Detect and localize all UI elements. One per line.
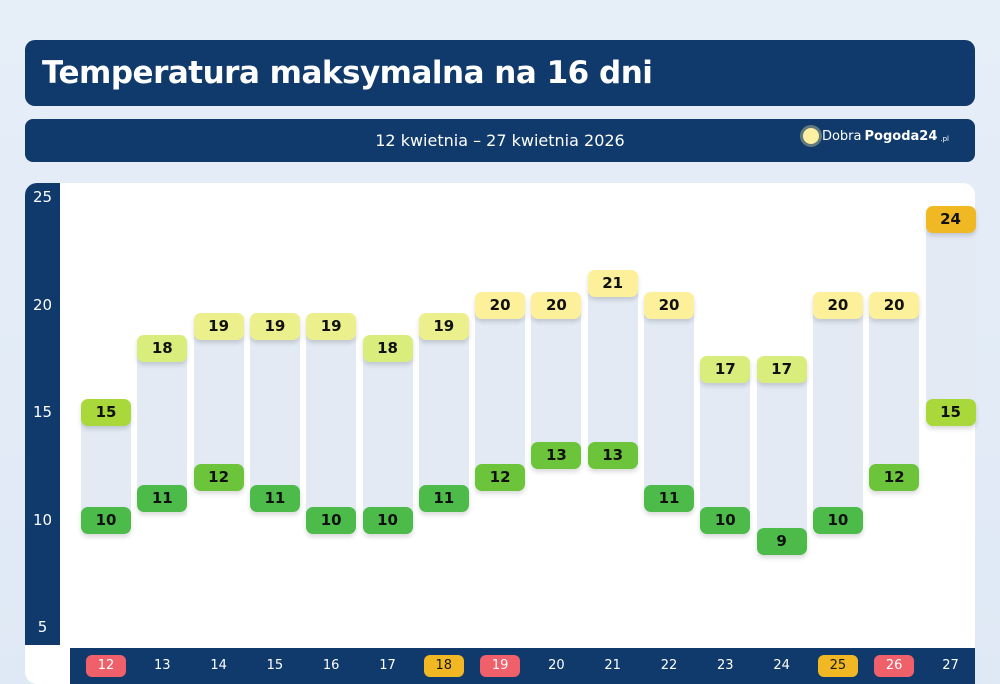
high-temp-label: 19 — [193, 313, 244, 340]
x-tick-day: 23 — [717, 658, 734, 673]
sun-icon — [802, 128, 819, 144]
low-temp-label: 11 — [137, 485, 188, 512]
low-temp-label: 10 — [81, 506, 131, 534]
subtitle-bar: 12 kwietnia – 27 kwietnia 2026 Dobra Pogo… — [25, 119, 975, 162]
high-temp-label: 18 — [137, 334, 188, 362]
low-temp-label: 11 — [644, 485, 694, 512]
logo-text-2: Pogoda24 — [864, 128, 938, 144]
page-title: Temperatura maksymalna na 16 dni — [25, 40, 975, 106]
high-temp-label: 15 — [81, 399, 131, 426]
high-temp-label: 20 — [644, 291, 694, 319]
x-tick-day: 20 — [548, 658, 565, 673]
x-tick-day: 18 — [423, 655, 464, 677]
temp-range-bar — [193, 326, 244, 477]
temp-range-bar — [362, 347, 413, 520]
y-tick-label: 15 — [32, 403, 53, 421]
x-tick-day: 12 — [86, 655, 126, 677]
x-tick-day: 16 — [322, 658, 340, 673]
high-temp-label: 20 — [812, 291, 863, 319]
low-temp-label: 13 — [531, 442, 582, 469]
x-tick-day: 22 — [660, 658, 678, 673]
temp-range-bar — [418, 326, 469, 498]
temp-range-bar — [587, 283, 638, 455]
x-tick-day: 14 — [210, 658, 227, 673]
temp-range-bar — [925, 218, 976, 412]
x-tick-day: 27 — [942, 658, 959, 673]
logo-suffix: .pl — [940, 134, 949, 143]
y-tick-label: 25 — [32, 188, 53, 206]
x-tick-day: 24 — [773, 658, 790, 673]
temp-range-bar — [475, 304, 526, 477]
high-temp-label: 17 — [700, 356, 751, 383]
temp-range-bar — [812, 304, 863, 520]
temp-range-bar — [531, 304, 582, 455]
low-temp-label: 10 — [362, 506, 413, 534]
low-temp-label: 12 — [869, 463, 920, 491]
high-temp-label: 20 — [475, 291, 526, 319]
high-temp-label: 18 — [362, 334, 413, 362]
x-tick-day: 13 — [154, 658, 171, 673]
high-temp-label: 17 — [756, 356, 807, 383]
temp-range-bar — [756, 369, 807, 541]
y-axis — [25, 183, 60, 645]
high-temp-label: 24 — [925, 205, 976, 233]
low-temp-label: 10 — [306, 506, 357, 534]
temp-range-bar — [81, 412, 131, 520]
y-tick-label: 5 — [37, 618, 48, 636]
temp-range-bar — [644, 304, 694, 498]
x-tick-day: 17 — [379, 658, 396, 673]
high-temp-label: 20 — [531, 291, 582, 319]
low-temp-label: 12 — [475, 463, 526, 491]
high-temp-label: 19 — [306, 313, 357, 340]
temp-range-bar — [869, 304, 920, 477]
logo-text-1: Dobra — [821, 128, 862, 144]
low-temp-label: 10 — [812, 506, 863, 534]
logo: Dobra Pogoda24 .pl — [802, 128, 949, 144]
low-temp-label: 13 — [587, 442, 638, 469]
temp-range-bar — [249, 326, 300, 498]
low-temp-label: 10 — [700, 506, 751, 534]
high-temp-label: 20 — [869, 291, 920, 319]
x-tick-day: 21 — [604, 658, 621, 673]
temp-range-bar — [700, 369, 751, 520]
date-range: 12 kwietnia – 27 kwietnia 2026 — [375, 131, 625, 150]
temp-range-bar — [137, 347, 188, 498]
x-tick-day: 25 — [817, 655, 858, 677]
high-temp-label: 19 — [249, 313, 300, 340]
high-temp-label: 21 — [587, 270, 638, 297]
low-temp-label: 11 — [249, 485, 300, 512]
low-temp-label: 11 — [418, 485, 469, 512]
high-temp-label: 19 — [418, 313, 469, 340]
low-temp-label: 12 — [193, 463, 244, 491]
x-tick-day: 15 — [266, 658, 284, 673]
low-temp-label: 15 — [925, 399, 976, 426]
x-tick-day: 19 — [480, 655, 521, 677]
y-tick-label: 10 — [32, 510, 53, 529]
low-temp-label: 9 — [756, 528, 807, 555]
temp-range-bar — [306, 326, 357, 520]
x-tick-day: 26 — [874, 655, 915, 677]
y-tick-label: 20 — [32, 295, 53, 314]
